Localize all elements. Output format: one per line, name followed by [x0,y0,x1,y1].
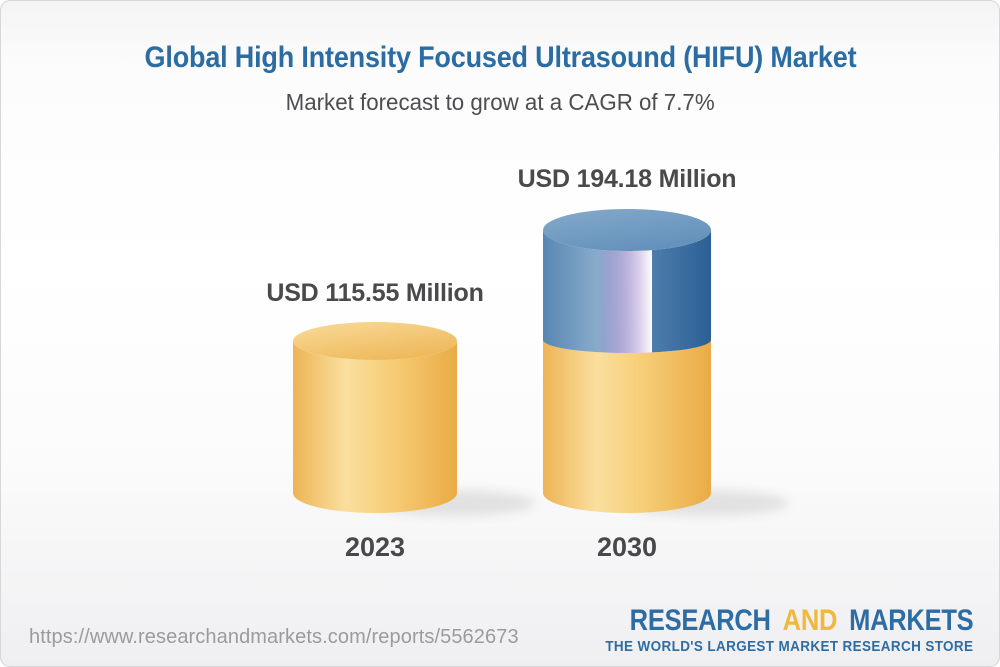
bar-2023-cylinder [293,322,457,513]
bar-2030-cylinder-growth [543,209,711,353]
page-subtitle: Market forecast to grow at a CAGR of 7.7… [1,89,999,116]
page-subtitle-text: Market forecast to grow at a CAGR of 7.7… [285,89,715,115]
logo-tagline: THE WORLD'S LARGEST MARKET RESEARCH STOR… [604,639,973,655]
category-label-2030: 2030 [596,532,658,562]
logo-word-markets: MARKETS [848,604,974,637]
logo-word-and: AND [782,604,837,637]
report-url: https://www.researchandmarkets.com/repor… [29,626,519,648]
research-and-markets-logo: RESEARCH AND MARKETS THE WORLD'S LARGEST… [569,604,973,655]
bar-2030-cylinder-base [543,340,711,513]
category-label-2023: 2023 [344,532,406,562]
value-label-2023: USD 115.55 Million [266,279,484,307]
value-label-2030: USD 194.18 Million [517,165,737,193]
logo-word-research: RESEARCH [629,604,771,637]
page-title-text: Global High Intensity Focused Ultrasound… [144,41,856,74]
logo-wordmark: RESEARCH AND MARKETS [629,604,973,638]
page-title: Global High Intensity Focused Ultrasound… [1,41,999,75]
